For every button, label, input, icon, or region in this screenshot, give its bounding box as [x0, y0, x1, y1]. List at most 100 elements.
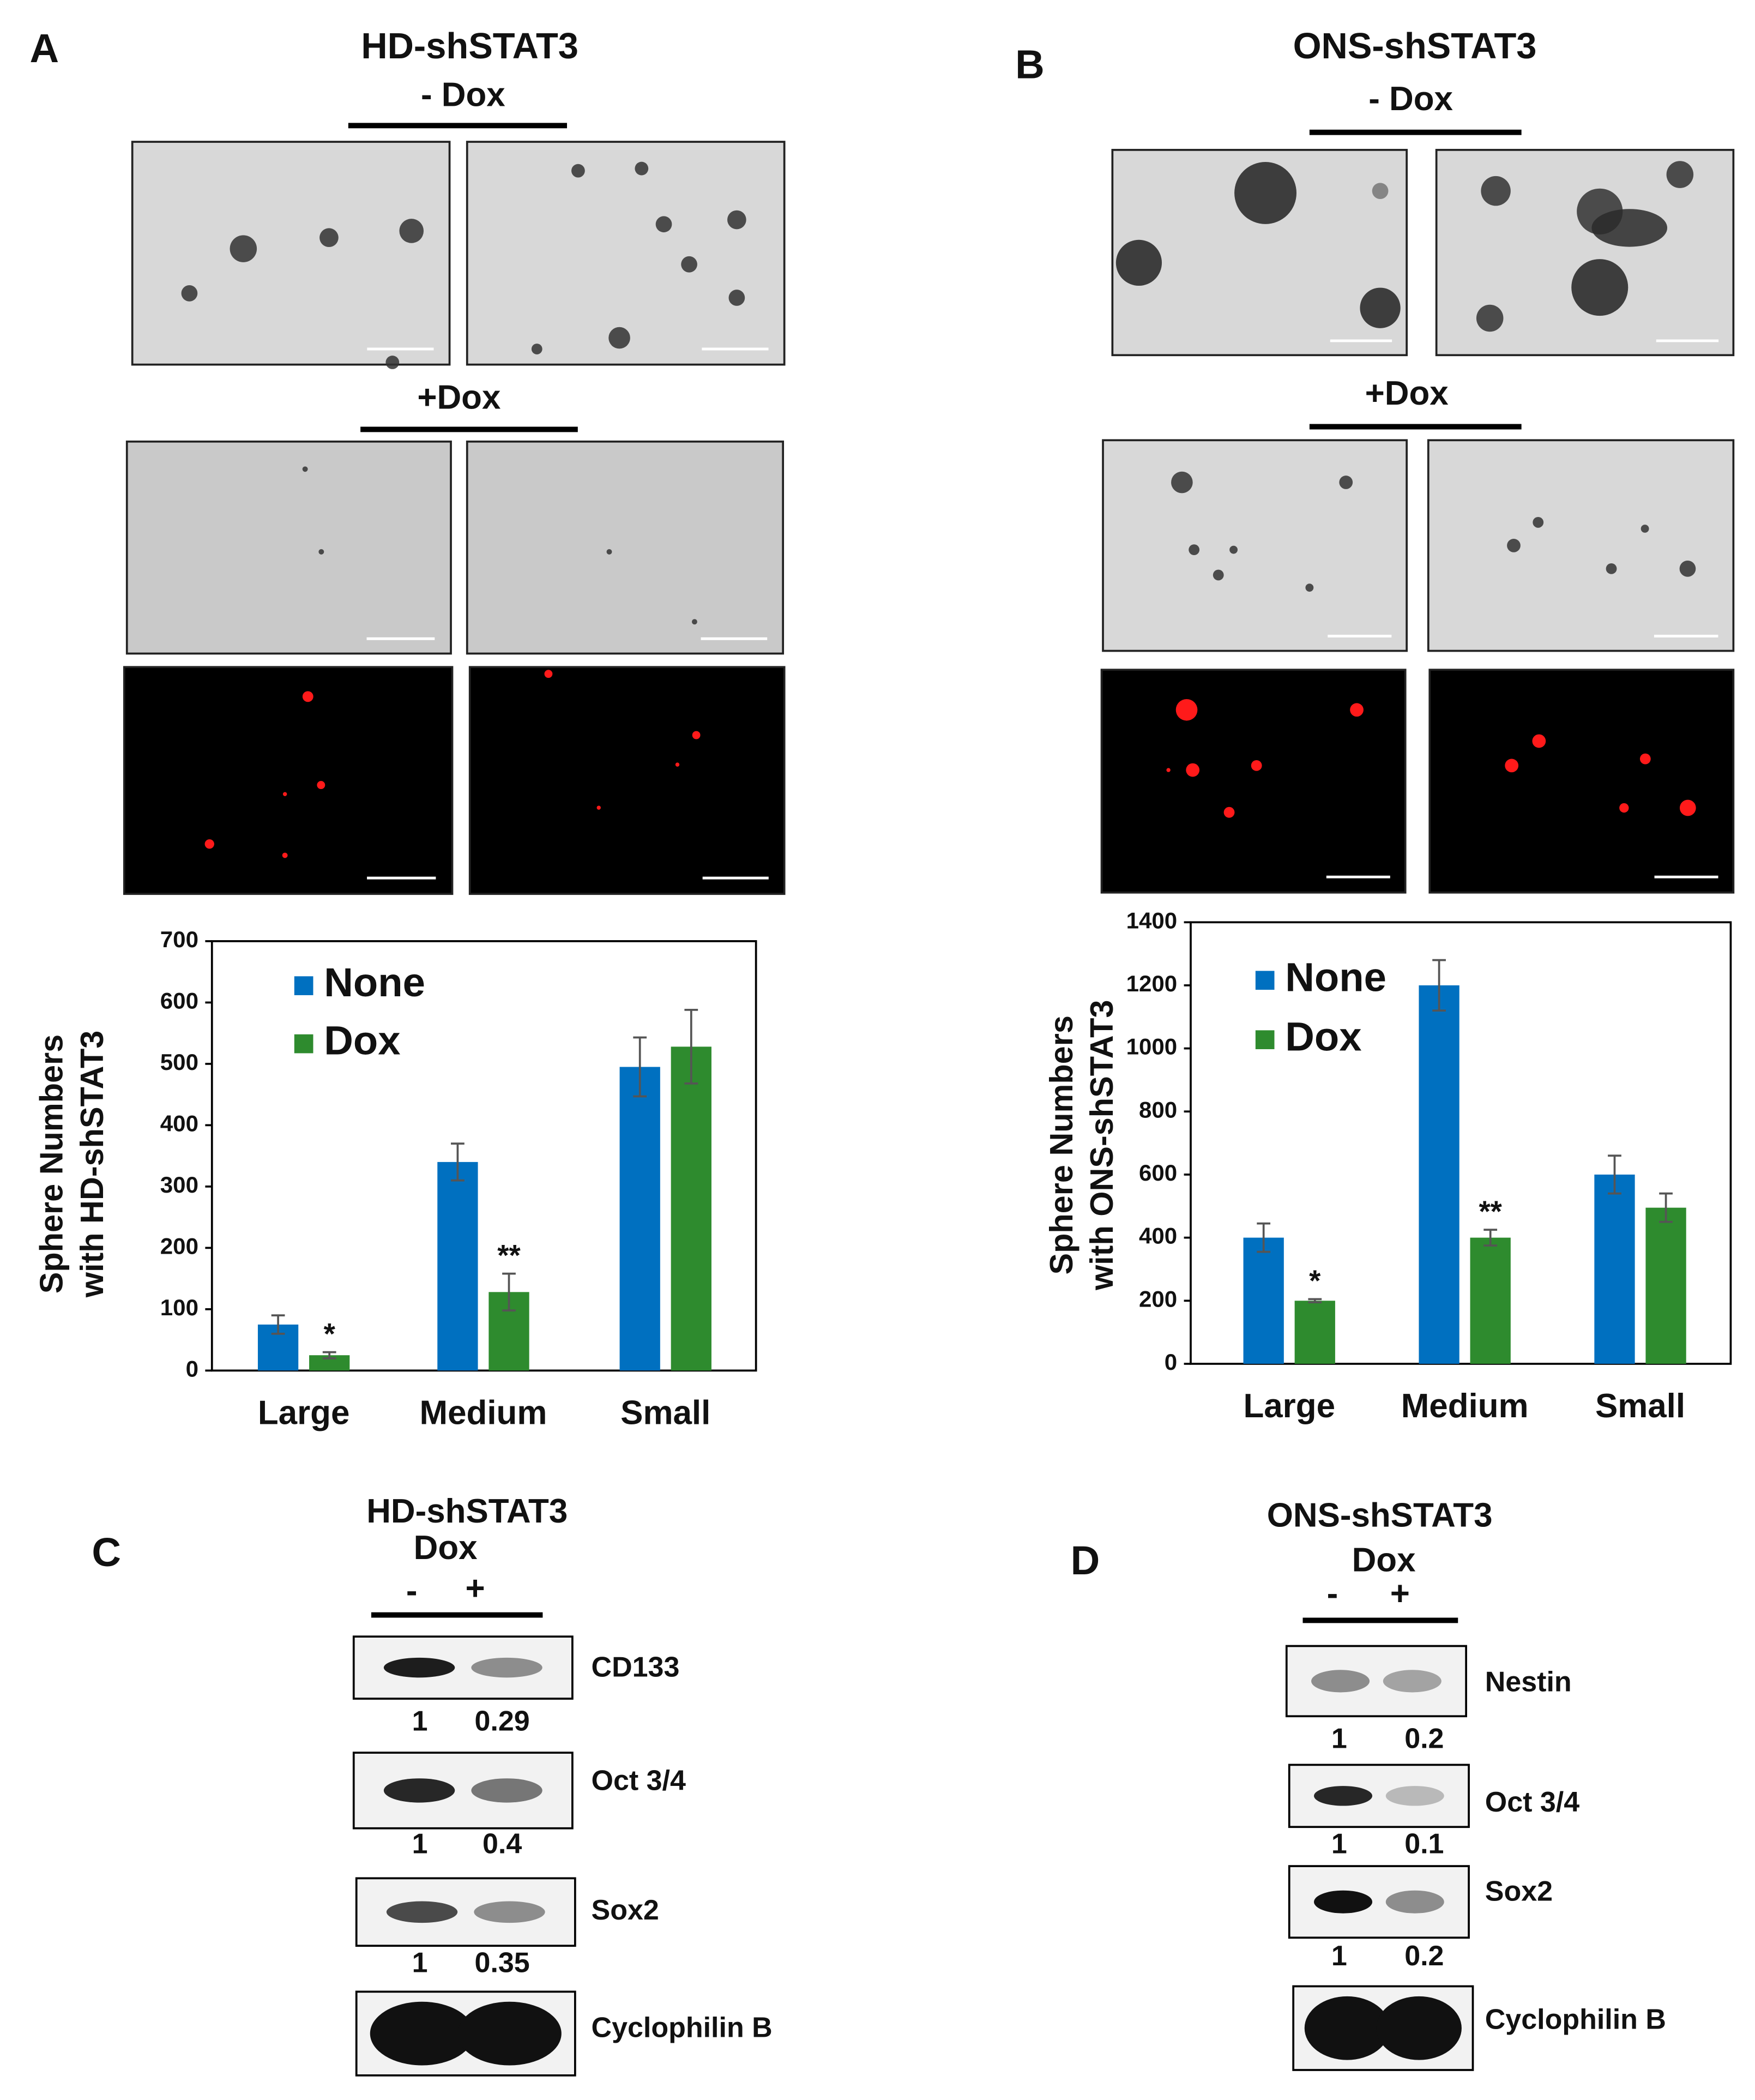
x-tick-label: Large	[1243, 1387, 1335, 1425]
blot-band	[386, 1901, 458, 1923]
sphere	[1507, 539, 1521, 552]
sphere	[1223, 807, 1235, 818]
y-tick-label: 1400	[1126, 907, 1178, 933]
protein-label: Nestin	[1485, 1666, 1572, 1698]
legend-label: Dox	[324, 1018, 400, 1063]
y-tick-label: 0	[186, 1356, 198, 1381]
quantification: 0.1	[1404, 1828, 1444, 1860]
sphere	[181, 285, 198, 302]
y-tick-label: 0	[1165, 1349, 1177, 1375]
y-tick-label: 500	[160, 1049, 198, 1075]
sphere	[728, 290, 745, 306]
blot-title: HD-shSTAT3	[366, 1493, 568, 1530]
sphere	[655, 216, 672, 233]
quantification: 0.4	[483, 1828, 522, 1860]
sphere	[1533, 517, 1544, 528]
sphere	[606, 549, 612, 555]
blot-band	[1314, 1786, 1373, 1806]
condition-label: +Dox	[1365, 375, 1449, 412]
sphere	[1532, 734, 1546, 748]
bar	[619, 1067, 660, 1371]
blot-band	[471, 1657, 542, 1678]
micrograph	[1102, 439, 1408, 652]
panel-title: HD-shSTAT3	[361, 26, 578, 67]
quantification: 0.2	[1404, 1940, 1444, 1972]
micrograph	[466, 440, 785, 655]
sphere	[1234, 161, 1296, 224]
micrograph	[1427, 439, 1735, 652]
quantification: 1	[412, 1828, 428, 1860]
blot-title: ONS-shSTAT3	[1267, 1497, 1493, 1535]
sphere	[1350, 703, 1364, 717]
sphere	[1339, 476, 1353, 489]
x-tick-label: Large	[258, 1394, 350, 1431]
significance: **	[497, 1238, 521, 1272]
x-tick-label: Small	[620, 1394, 710, 1431]
sphere	[317, 781, 325, 790]
sphere	[1591, 209, 1668, 247]
sphere	[1229, 545, 1238, 554]
panel-label: A	[29, 26, 59, 71]
blot-band	[1376, 1996, 1462, 2060]
significance: *	[324, 1317, 336, 1350]
legend-label: None	[324, 960, 425, 1005]
legend-label: Dox	[1285, 1014, 1361, 1059]
sphere	[1606, 563, 1617, 574]
blot-band	[471, 1778, 542, 1803]
micrograph	[131, 141, 451, 366]
sphere	[544, 670, 553, 678]
legend-swatch	[294, 1034, 313, 1054]
x-tick-label: Small	[1595, 1387, 1685, 1425]
panel-label: C	[92, 1530, 121, 1575]
sphere	[302, 466, 308, 472]
sphere	[681, 256, 697, 273]
y-tick-label: 1200	[1126, 971, 1178, 996]
significance: *	[1309, 1264, 1321, 1297]
blot-title: Dox	[1352, 1541, 1416, 1579]
sphere	[596, 805, 601, 810]
condition-label: - Dox	[1368, 80, 1453, 118]
y-tick-label: 200	[160, 1233, 198, 1259]
sphere	[1186, 763, 1200, 777]
sphere	[1641, 525, 1649, 533]
legend-label: None	[1285, 954, 1386, 1000]
sphere	[385, 356, 400, 369]
y-axis-label: with ONS-shSTAT3	[1083, 1000, 1120, 1291]
sphere	[399, 219, 424, 243]
protein-label: Cyclophilin B	[592, 2012, 773, 2043]
bar	[1470, 1237, 1511, 1364]
blot-band	[383, 1657, 455, 1678]
panel-title: ONS-shSTAT3	[1293, 26, 1537, 67]
lane-label: +	[1390, 1575, 1410, 1612]
quantification: 0.2	[1404, 1723, 1444, 1755]
sphere	[1679, 561, 1696, 577]
bar	[671, 1046, 711, 1371]
sphere	[282, 792, 287, 796]
blot-band	[457, 2001, 562, 2066]
sphere	[1679, 799, 1696, 816]
bar	[437, 1162, 478, 1371]
quantification: 0.29	[475, 1705, 530, 1737]
sphere	[1360, 287, 1401, 328]
sphere	[691, 619, 697, 625]
x-tick-label: Medium	[1401, 1387, 1529, 1425]
sphere	[1666, 161, 1694, 188]
blot-band	[1385, 1786, 1444, 1806]
sphere	[1481, 176, 1511, 206]
sphere	[1372, 183, 1389, 200]
protein-label: Oct 3/4	[592, 1765, 686, 1796]
lane-label: +	[466, 1569, 485, 1607]
panel-label: B	[1015, 41, 1045, 87]
legend-swatch	[1255, 971, 1275, 990]
protein-label: Oct 3/4	[1485, 1786, 1579, 1818]
sphere	[727, 210, 746, 230]
y-tick-label: 400	[1139, 1223, 1177, 1249]
blot-band	[1304, 1996, 1390, 2060]
sphere	[675, 762, 680, 767]
y-tick-label: 400	[160, 1111, 198, 1136]
sphere	[282, 852, 288, 858]
blot-title: Dox	[414, 1529, 478, 1567]
sphere	[1505, 759, 1519, 773]
blot-band	[1314, 1890, 1373, 1914]
